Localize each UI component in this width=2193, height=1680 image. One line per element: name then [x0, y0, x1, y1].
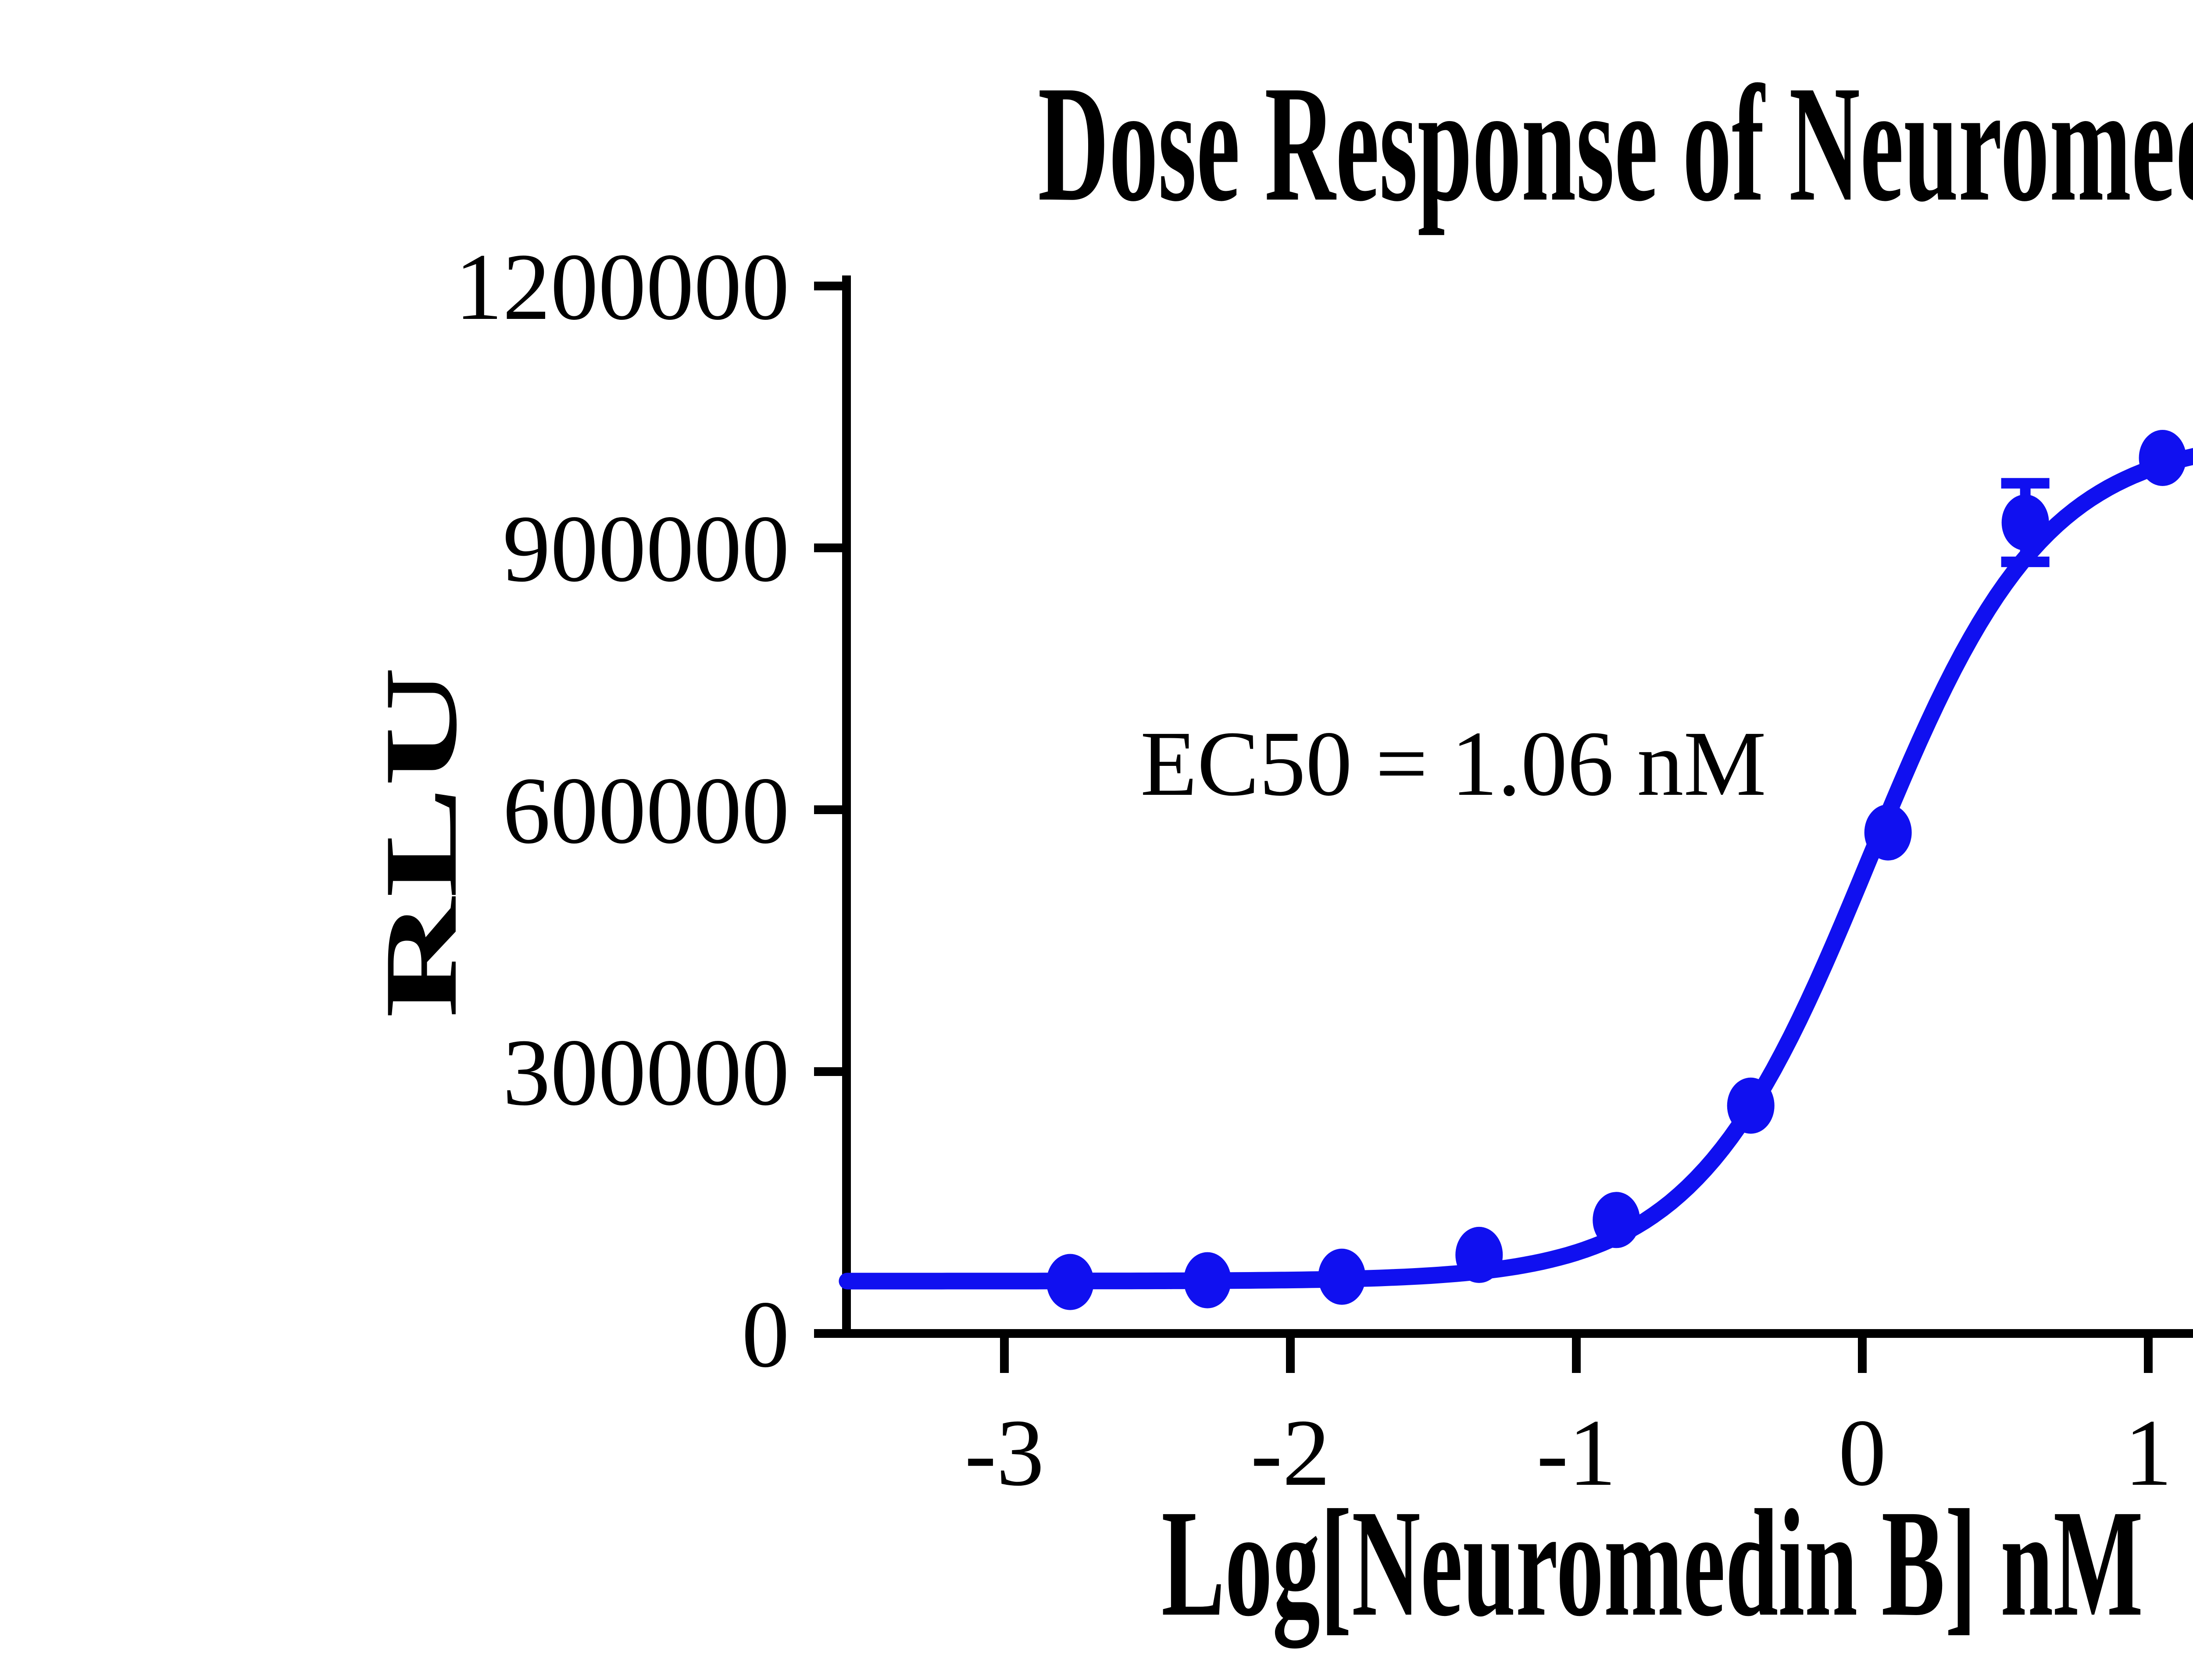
ec50-annotation: EC50 = 1.06 nM — [1140, 712, 1766, 815]
x-tick-label: 0 — [1839, 1400, 1886, 1506]
y-axis-title-text: RLU — [364, 666, 479, 1019]
data-point-marker — [1455, 1226, 1503, 1283]
x-axis-title-text: Log[Neuromedin B] nM — [1161, 1478, 2143, 1648]
y-tick-label: 1200000 — [455, 234, 789, 340]
chart-title-text: Dose Response of Neuromedin B in NMBR(BB… — [1038, 51, 2193, 236]
x-tick-label: -2 — [1250, 1400, 1330, 1506]
data-point-marker — [1864, 804, 1912, 861]
x-tick-label: 1 — [2125, 1400, 2172, 1506]
y-tick-label: 0 — [742, 1282, 789, 1387]
y-tick-label: 600000 — [503, 758, 789, 864]
data-point-marker — [2001, 494, 2049, 551]
data-point-marker — [2139, 430, 2186, 486]
data-point-marker — [1318, 1248, 1366, 1305]
data-point-marker — [1593, 1192, 1640, 1248]
x-tick-label: -3 — [964, 1400, 1044, 1506]
data-point-marker — [1183, 1252, 1231, 1308]
chart-title: Dose Response of Neuromedin B in NMBR(BB… — [0, 61, 2193, 227]
data-point-marker — [1046, 1254, 1094, 1310]
y-tick-label: 900000 — [503, 496, 789, 602]
data-point-marker — [1727, 1077, 1775, 1134]
x-tick-label: -1 — [1536, 1400, 1616, 1506]
y-axis-title: RLU — [254, 654, 588, 1031]
x-axis-title: Log[Neuromedin B] nM — [0, 1486, 2193, 1640]
dose-response-curve — [839, 448, 2193, 1290]
y-tick-label: 300000 — [503, 1020, 789, 1126]
